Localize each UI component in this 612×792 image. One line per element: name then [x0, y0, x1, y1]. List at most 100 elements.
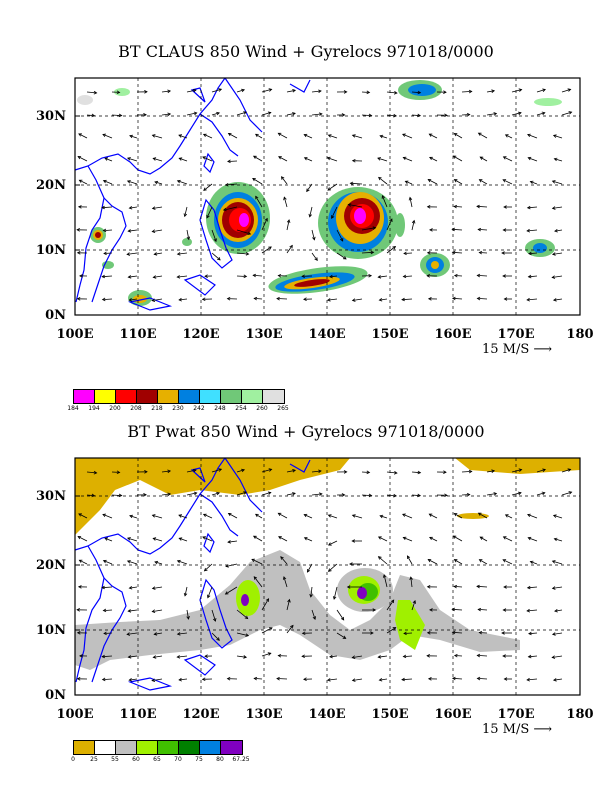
wind-vector [153, 158, 163, 162]
wind-vector [129, 135, 138, 139]
wind-vector-head [378, 297, 383, 302]
wind-vector [127, 537, 138, 542]
wind-vector [286, 219, 290, 231]
wind-vector [104, 537, 113, 542]
legend-label: 208 [130, 405, 142, 412]
wind-vector-head [426, 251, 431, 255]
legend-swatch [137, 741, 158, 754]
wind-vector-head [303, 133, 308, 138]
wind-vector [281, 176, 288, 185]
wind-vector [331, 206, 338, 219]
wind-vector-head [241, 88, 246, 93]
wind-vector-head [101, 677, 106, 682]
wind-vector-head [526, 205, 531, 210]
legend-label: 75 [195, 756, 203, 763]
wind-vector-head [402, 654, 407, 659]
wind-vector [401, 678, 413, 681]
wind-vector [378, 655, 388, 658]
wind-vector [286, 112, 296, 116]
x-tick-label: 160E [434, 707, 471, 720]
wind-vector-head [453, 653, 458, 658]
wind-vector [127, 252, 138, 255]
legend-label: 200 [109, 405, 121, 412]
wind-vector [278, 156, 288, 162]
wind-vector [386, 494, 397, 497]
wind-vector [527, 609, 538, 612]
wind-vector [479, 252, 488, 254]
wind-vector [411, 114, 421, 117]
wind-vector [103, 560, 113, 565]
wind-vector [401, 298, 413, 301]
legend-swatch [74, 741, 95, 754]
wind-vector [403, 655, 413, 657]
wind-vector [454, 275, 463, 277]
wind-vector [428, 179, 438, 185]
wind-vector-head [527, 156, 532, 161]
x-tick-label: 170E [497, 707, 534, 720]
wind-vector-head [412, 600, 416, 604]
wind-vector-head [372, 226, 377, 230]
wind-vector [511, 492, 522, 496]
wind-vector [236, 632, 249, 637]
wind-vector [378, 556, 388, 565]
wind-vector [154, 252, 163, 255]
wind-vector-head [318, 469, 322, 474]
wind-vector [186, 609, 189, 620]
wind-vector [361, 227, 376, 231]
wind-vector [186, 112, 197, 116]
wind-vector [554, 158, 563, 162]
wind-vector [552, 560, 563, 565]
legend-swatch [221, 390, 242, 403]
wind-vector-head [501, 251, 505, 255]
wind-vector-head [541, 491, 546, 496]
wind-vector [236, 111, 247, 116]
wind-vector [152, 586, 163, 589]
wind-vector [327, 183, 338, 191]
wind-vector [227, 160, 238, 162]
wind-vector [79, 559, 88, 565]
wind-vector [536, 492, 545, 496]
legend-label: 242 [193, 405, 205, 412]
wind-vector [527, 229, 538, 232]
wind-vector [236, 491, 247, 496]
wind-vector-head [526, 585, 531, 590]
coastline [74, 77, 311, 311]
wind-vector-head [466, 112, 471, 117]
wind-vectors [76, 88, 573, 302]
wind-vector-head [403, 631, 407, 636]
wind-vector-head [342, 635, 347, 639]
wind-vector-head [301, 274, 305, 279]
wind-vector-head [392, 245, 397, 250]
x-tick-label: 120E [182, 327, 219, 340]
wind-vector [503, 536, 513, 542]
wind-vector [307, 563, 313, 573]
wind-vector-head [343, 470, 348, 474]
wind-vector-head [426, 585, 431, 589]
wind-vector-head [551, 655, 556, 659]
wind-vector-head [554, 228, 558, 233]
wind-vector-head [252, 177, 256, 182]
wind-vector-head [417, 90, 422, 95]
wind-vector-head [176, 632, 181, 636]
wind-vector [261, 652, 271, 657]
wind-vector-head [126, 180, 131, 184]
wind-vector [461, 114, 470, 116]
wind-vector-head [427, 179, 432, 183]
wind-vector-head [77, 585, 82, 589]
wind-vector [536, 469, 546, 473]
wind-vector-head [76, 251, 81, 255]
wind-vector-head [443, 90, 447, 94]
wind-vector-head [186, 615, 190, 620]
wind-vector-head [303, 513, 308, 518]
wind-vector-head [102, 608, 107, 613]
wind-vector-head [178, 514, 183, 518]
wind-vector-head [287, 598, 291, 603]
wind-vector-head [426, 654, 430, 658]
wind-vector-head [342, 256, 347, 260]
wind-vector-head [93, 90, 98, 95]
wind-vector-head [392, 627, 397, 631]
wind-vector [527, 298, 538, 301]
wind-vector [311, 470, 322, 473]
wind-vector [152, 678, 163, 681]
wind-vector [328, 563, 338, 572]
